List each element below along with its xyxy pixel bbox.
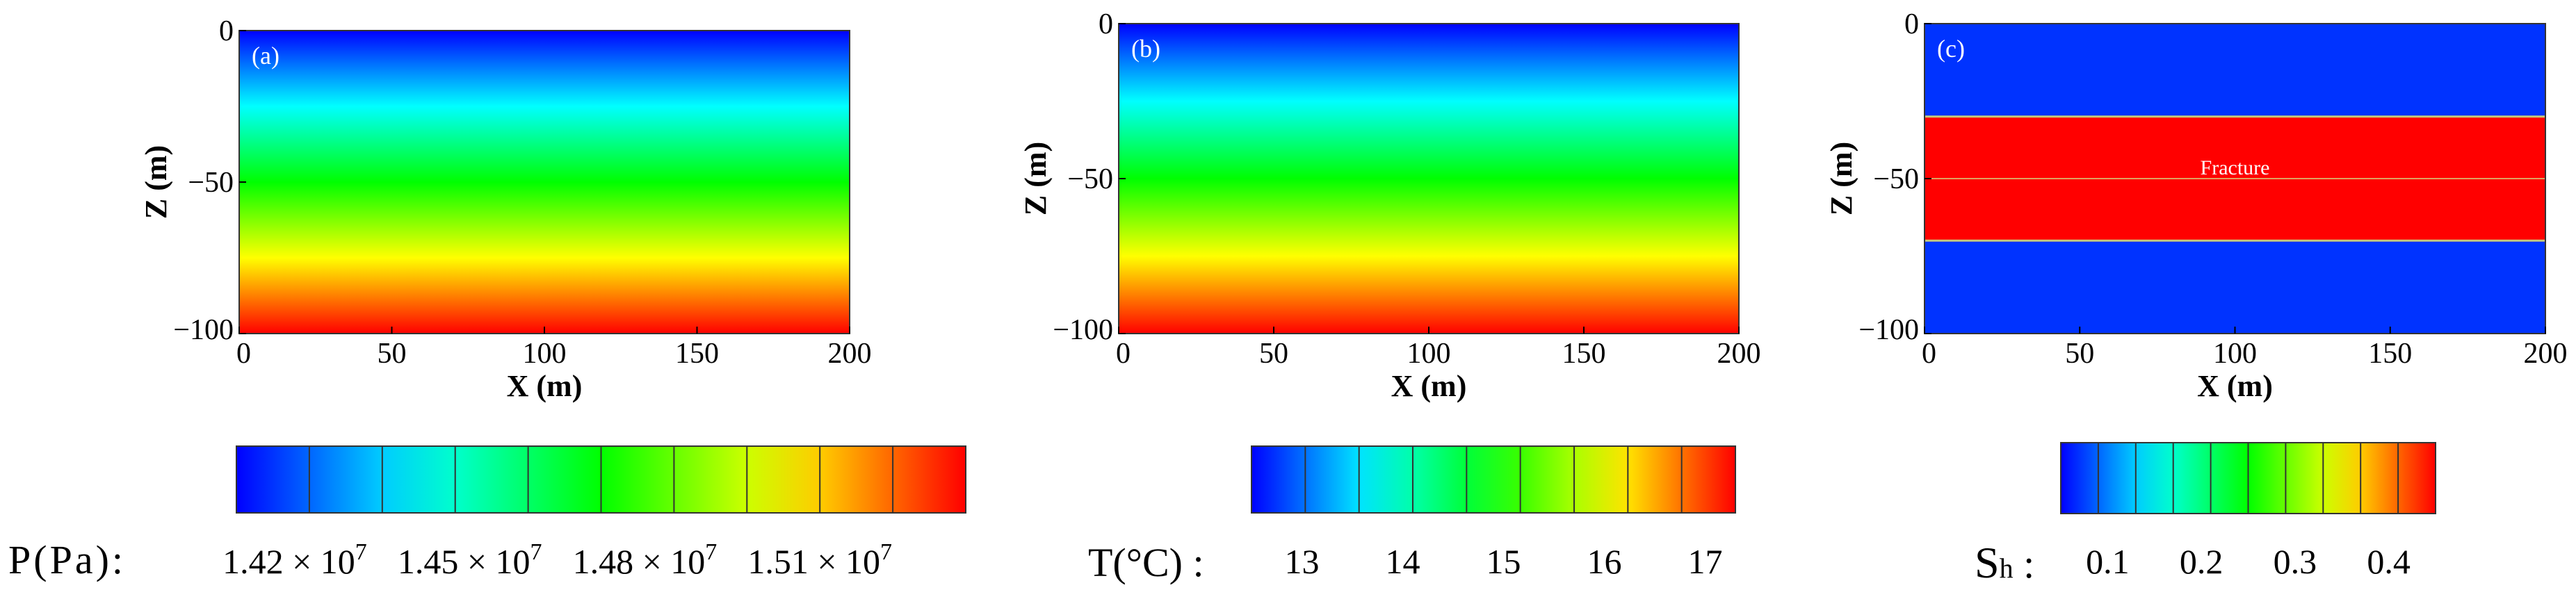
zone-3 <box>1925 240 2545 334</box>
x-tick-label: 100 <box>523 338 567 370</box>
colorbar-tick-label: 1.42 × 107 <box>222 539 367 581</box>
field-gradient <box>239 31 850 334</box>
colorbar-1: P(Pa): 1.42 × 107 1.45 × 107 1.48 × 107 1.51… <box>8 445 966 582</box>
colorbar-bin <box>601 446 674 513</box>
x-axis-label: X (m) <box>507 369 583 403</box>
colorbar-bin <box>1628 446 1682 513</box>
colorbar-bin <box>2135 443 2173 514</box>
colorbar-bin <box>1520 446 1574 513</box>
colorbar-bin <box>1466 446 1521 513</box>
panel-1: (a) 0 50 100 150 200 0 −50 −100 X (m) Z (m) <box>139 15 872 403</box>
colorbar-tick-label: 1.48 × 107 <box>573 539 718 581</box>
y-axis-label: Z (m) <box>1019 142 1053 215</box>
colorbar-bin <box>2360 443 2399 514</box>
colorbar-3: Sh : 0.1 0.2 0.3 0.4 <box>1975 442 2436 587</box>
colorbar-bin <box>1574 446 1628 513</box>
colorbar-bin <box>2098 443 2136 514</box>
x-axis-label: X (m) <box>1391 369 1467 403</box>
colorbar-tick-label: 1.45 × 107 <box>398 539 542 581</box>
colorbar-frame <box>2060 442 2436 514</box>
x-tick-label: 200 <box>828 338 872 370</box>
x-tick-label: 0 <box>236 338 251 370</box>
x-tick-label: 200 <box>2524 338 2568 370</box>
y-tick-label: −100 <box>1053 314 1113 346</box>
colorbar-bin <box>2061 443 2098 514</box>
colorbar-bin <box>747 446 820 513</box>
x-tick-label: 50 <box>378 338 407 370</box>
colorbar-bin <box>2398 443 2436 514</box>
colorbar-tick-label: 16 <box>1587 542 1622 581</box>
colorbar-tick-label: 14 <box>1386 542 1420 581</box>
colorbar-bin <box>1251 446 1306 513</box>
x-tick-label: 0 <box>1116 338 1131 370</box>
colorbar-tick-label: 15 <box>1487 542 1521 581</box>
colorbar-bin <box>820 446 893 513</box>
panel-label: (a) <box>252 42 280 69</box>
colorbar-frame <box>236 445 966 514</box>
colorbar-tick-label: 0.1 <box>2086 542 2130 581</box>
x-tick-label: 100 <box>2213 338 2257 370</box>
colorbar-title: T(°C) : <box>1088 540 1204 585</box>
colorbar-bin <box>455 446 528 513</box>
colorbar-title: P(Pa): <box>8 537 126 582</box>
colorbar-bin <box>2210 443 2249 514</box>
zone-1 <box>1925 24 2545 117</box>
colorbar-title: Sh : <box>1975 538 2034 587</box>
colorbar-tick-label: 0.2 <box>2180 542 2223 581</box>
colorbar-bin <box>528 446 601 513</box>
y-tick-label: −50 <box>188 167 234 199</box>
colorbar-bin <box>1359 446 1413 513</box>
colorbar-tick-label: 0.4 <box>2367 542 2411 581</box>
colorbar-bin <box>2173 443 2211 514</box>
panel-2: (b) 0 50 100 150 200 0 −50 −100 X (m) Z (m) <box>1019 8 1761 403</box>
colorbar-bin <box>2285 443 2324 514</box>
panel-label: (c) <box>1937 35 1965 63</box>
x-tick-label: 50 <box>1259 338 1288 370</box>
y-tick-label: 0 <box>1099 8 1113 40</box>
colorbar-bin <box>1413 446 1467 513</box>
field-gradient <box>1119 24 1739 334</box>
x-tick-label: 100 <box>1407 338 1451 370</box>
colorbar-bin <box>1305 446 1359 513</box>
x-tick-label: 200 <box>1717 338 1761 370</box>
colorbar-bin <box>2323 443 2361 514</box>
colorbar-bin <box>236 446 309 513</box>
y-tick-label: −100 <box>173 314 234 346</box>
colorbar-tick-label: 0.3 <box>2274 542 2317 581</box>
y-axis-label: Z (m) <box>1824 142 1858 215</box>
x-tick-label: 0 <box>1922 338 1936 370</box>
colorbar-bin <box>382 446 455 513</box>
x-tick-label: 150 <box>675 338 719 370</box>
panel-3: Fracture (c) 0 50 100 150 200 0 −50 −100 X (m) Z (m… <box>1824 8 2568 403</box>
colorbar-bin <box>1681 446 1735 513</box>
colorbar-bin <box>309 446 382 513</box>
colorbar-bin <box>2248 443 2286 514</box>
x-tick-label: 150 <box>1562 338 1606 370</box>
y-tick-label: 0 <box>219 15 234 47</box>
colorbar-bin <box>893 446 966 513</box>
colorbar-tick-label: 1.51 × 107 <box>747 539 892 581</box>
colorbar-bin <box>674 446 747 513</box>
y-tick-label: −50 <box>1067 163 1113 195</box>
colorbar-tick-label: 13 <box>1285 542 1320 581</box>
x-tick-label: 150 <box>2368 338 2412 370</box>
colorbar-frame <box>1251 445 1736 514</box>
y-tick-label: 0 <box>1904 8 1919 40</box>
panel-label: (b) <box>1131 35 1160 63</box>
x-axis-label: X (m) <box>2197 369 2273 403</box>
x-tick-label: 50 <box>2065 338 2094 370</box>
y-axis-label: Z (m) <box>139 145 173 219</box>
fracture-label: Fracture <box>2201 156 2270 179</box>
colorbar-2: T(°C) : 13 14 15 16 17 <box>1088 445 1736 585</box>
y-tick-label: −50 <box>1873 163 1919 195</box>
colorbar-tick-label: 17 <box>1688 542 1723 581</box>
y-tick-label: −100 <box>1858 314 1919 346</box>
